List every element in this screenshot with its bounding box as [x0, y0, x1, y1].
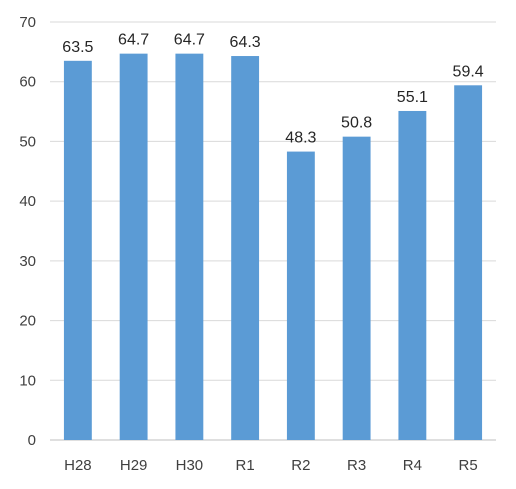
bar-h30 [175, 53, 204, 441]
data-label: 64.7 [118, 32, 149, 49]
data-labels: 63.5 64.7 64.7 64.3 48.3 50.8 55.1 59.4 [62, 32, 483, 147]
y-tick-label: 30 [19, 253, 36, 270]
bar-h29 [119, 53, 148, 441]
bar-r4 [398, 110, 427, 440]
data-label: 64.7 [174, 32, 205, 49]
y-tick-label: 40 [19, 193, 36, 210]
data-label: 63.5 [62, 39, 93, 56]
bar-h28 [63, 60, 92, 441]
x-tick-label: H29 [120, 457, 148, 474]
y-tick-label: 0 [28, 432, 36, 449]
bar-r3 [342, 136, 371, 440]
bar-r2 [286, 151, 315, 440]
x-tick-label: R3 [347, 457, 366, 474]
x-axis-ticks: H28 H29 H30 R1 R2 R3 R4 R5 [64, 457, 478, 474]
bar-r1 [231, 56, 260, 441]
y-tick-label: 70 [19, 14, 36, 31]
x-tick-label: R5 [459, 457, 478, 474]
y-tick-label: 10 [19, 372, 36, 389]
y-tick-label: 60 [19, 74, 36, 91]
y-tick-label: 50 [19, 133, 36, 150]
bar-r5 [454, 85, 483, 440]
x-tick-label: R4 [403, 457, 422, 474]
x-tick-label: R2 [291, 457, 310, 474]
data-label: 55.1 [397, 89, 428, 106]
bars [63, 53, 483, 441]
data-label: 64.3 [230, 34, 261, 51]
data-label: 50.8 [341, 115, 372, 132]
y-tick-label: 20 [19, 313, 36, 330]
x-tick-label: H30 [176, 457, 204, 474]
y-axis-ticks: 0 10 20 30 40 50 60 70 [19, 14, 36, 449]
x-tick-label: R1 [236, 457, 255, 474]
x-tick-label: H28 [64, 457, 92, 474]
data-label: 48.3 [285, 130, 316, 147]
gridlines [50, 21, 496, 441]
data-label: 59.4 [453, 63, 484, 80]
